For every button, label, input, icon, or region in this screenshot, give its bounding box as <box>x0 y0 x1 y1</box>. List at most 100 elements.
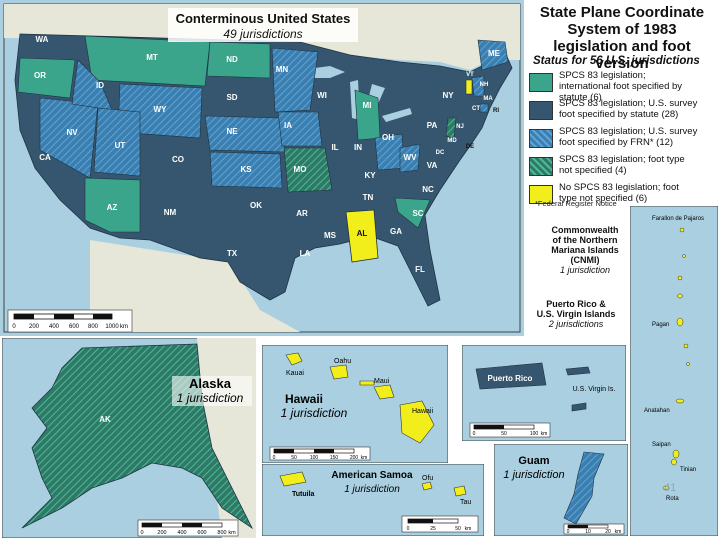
conus-scale-tick-2: 400 <box>49 324 60 330</box>
legend-item-foot-not-specified: SPCS 83 legislation; foot type not speci… <box>529 154 685 176</box>
svg-text:25: 25 <box>430 526 436 532</box>
svg-text:10: 10 <box>585 529 591 535</box>
prvi-map: Puerto Rico U.S. Virgin Is. 0 50 100 km <box>462 345 626 441</box>
state-label-ar: AR <box>296 209 308 218</box>
conus-subtitle: 49 jurisdictions <box>223 27 302 41</box>
svg-text:50: 50 <box>455 526 461 532</box>
prvi-label-line-2: U.S. Virgin Islands <box>536 309 616 319</box>
legend-swatch-survey-frn <box>529 129 553 148</box>
alaska-scale-bar: 0 200 400 600 800 km <box>137 519 239 537</box>
state-iowa <box>277 111 323 147</box>
conus-map: WA OR CA ID NV MT WY UT AZ CO NM ND SD N… <box>0 0 524 336</box>
vi-label: U.S. Virgin Is. <box>573 386 616 393</box>
state-rhode-island <box>479 103 489 113</box>
conus-scale-unit: km <box>120 324 128 330</box>
legend-footnote: *Federal Register Notice <box>535 199 617 208</box>
legend-swatch-international <box>529 73 553 92</box>
samoa-title: American Samoa <box>331 470 413 481</box>
svg-text:km: km <box>615 529 622 535</box>
hawaii-island-maui-shape <box>373 384 395 400</box>
state-label-ky: KY <box>364 171 376 180</box>
state-label-me: ME <box>488 49 501 58</box>
samoa-island-tau: Tau <box>460 499 471 506</box>
samoa-island-ofu: Ofu <box>422 475 433 482</box>
hawaii-scale-bar: 0 50 100 150 200 km <box>269 446 371 461</box>
state-label-wi: WI <box>317 91 327 100</box>
hawaii-island-hawaii-shape <box>399 400 435 444</box>
svg-text:800: 800 <box>217 530 226 536</box>
state-label-nd: ND <box>226 55 238 64</box>
cnmi-island-tinian-shape <box>671 458 677 466</box>
conus-scale-tick-3: 600 <box>69 324 80 330</box>
state-vermont <box>465 79 473 95</box>
state-label-de: DE <box>466 144 474 150</box>
state-label-ut: UT <box>115 141 126 150</box>
state-label-il: IL <box>331 143 338 152</box>
guam-count: 1 jurisdiction <box>503 469 564 481</box>
state-kansas <box>209 151 283 189</box>
state-west-virginia <box>399 143 421 173</box>
state-label-ri: RI <box>493 108 499 114</box>
samoa-map: Tutuila American Samoa 1 jurisdiction Of… <box>262 464 484 536</box>
alaska-map: Alaska 1 jurisdiction AK 0 200 400 600 8… <box>2 338 256 538</box>
hawaii-island-kauai: Kauai <box>286 370 304 377</box>
state-label-tx: TX <box>227 249 238 258</box>
state-oregon <box>17 57 76 99</box>
status-heading: Status for 56 U.S. jurisdictions <box>533 55 700 67</box>
state-label-oh: OH <box>382 133 394 142</box>
alaska-label: AK <box>99 415 111 424</box>
svg-text:400: 400 <box>177 530 186 536</box>
state-label-ga: GA <box>390 227 402 236</box>
samoa-count: 1 jurisdiction <box>344 484 400 495</box>
legend-swatch-no-legislation <box>529 185 553 204</box>
hawaii-island-hawaii: Hawaii <box>412 408 433 415</box>
pr-label: Puerto Rico <box>488 374 533 383</box>
conus-title: Conterminous United States <box>176 11 351 26</box>
state-label-ca: CA <box>39 153 51 162</box>
state-label-ma: MA <box>483 96 493 102</box>
state-label-va: VA <box>427 161 438 170</box>
cnmi-label-line-3: Mariana Islands <box>551 245 619 255</box>
svg-text:50: 50 <box>501 431 507 437</box>
state-label-ny: NY <box>442 91 454 100</box>
svg-text:0: 0 <box>140 530 143 536</box>
state-arizona <box>84 177 141 233</box>
svg-text:100: 100 <box>310 455 319 461</box>
svg-text:km: km <box>465 526 472 532</box>
state-label-mo: MO <box>294 165 307 174</box>
samoa-island-tau-shape <box>453 485 467 497</box>
title-line-1: State Plane Coordinate <box>539 4 705 21</box>
legend-text: SPCS 83 legislation; U.S. survey foot sp… <box>559 98 698 120</box>
conus-scale-tick-4: 800 <box>88 324 99 330</box>
state-label-wv: WV <box>404 153 418 162</box>
state-nebraska <box>204 115 286 153</box>
state-new-jersey <box>445 117 457 139</box>
svg-text:0: 0 <box>473 431 476 437</box>
svg-text:100: 100 <box>530 431 539 437</box>
alaska-title: Alaska <box>189 376 232 391</box>
state-label-nj: NJ <box>456 124 464 130</box>
state-utah <box>93 107 141 177</box>
legend-item-survey-foot-statute: SPCS 83 legislation; U.S. survey foot sp… <box>529 98 697 120</box>
legend-item-survey-foot-frn: SPCS 83 legislation; U.S. survey foot sp… <box>529 126 697 148</box>
state-label-ct: CT <box>472 106 480 112</box>
cnmi-island-tinian: Tinian <box>680 467 696 473</box>
state-label-dc: DC <box>436 150 445 156</box>
state-label-mt: MT <box>146 53 158 62</box>
svg-text:50: 50 <box>291 455 297 461</box>
state-north-dakota <box>206 41 271 79</box>
legend-item-no-legislation: No SPCS 83 legislation; foot type not sp… <box>529 182 679 204</box>
guam-map: Guam 1 jurisdiction 0 10 20 km <box>494 444 628 536</box>
state-label-wa: WA <box>36 35 49 44</box>
state-label-ms: MS <box>324 231 337 240</box>
state-label-co: CO <box>172 155 184 164</box>
conus-scale-tick-0: 0 <box>12 324 16 330</box>
state-alabama <box>345 209 379 263</box>
svg-text:km: km <box>228 530 236 536</box>
legend: SPCS 83 legislation; international foot … <box>529 70 697 210</box>
cnmi-island-rota-shape <box>662 485 670 491</box>
legend-text: No SPCS 83 legislation; foot type not sp… <box>559 182 679 204</box>
state-label-tn: TN <box>363 193 374 202</box>
legend-text: SPCS 83 legislation; U.S. survey foot sp… <box>559 126 698 148</box>
prvi-scale-bar: 0 50 100 km <box>469 422 551 438</box>
